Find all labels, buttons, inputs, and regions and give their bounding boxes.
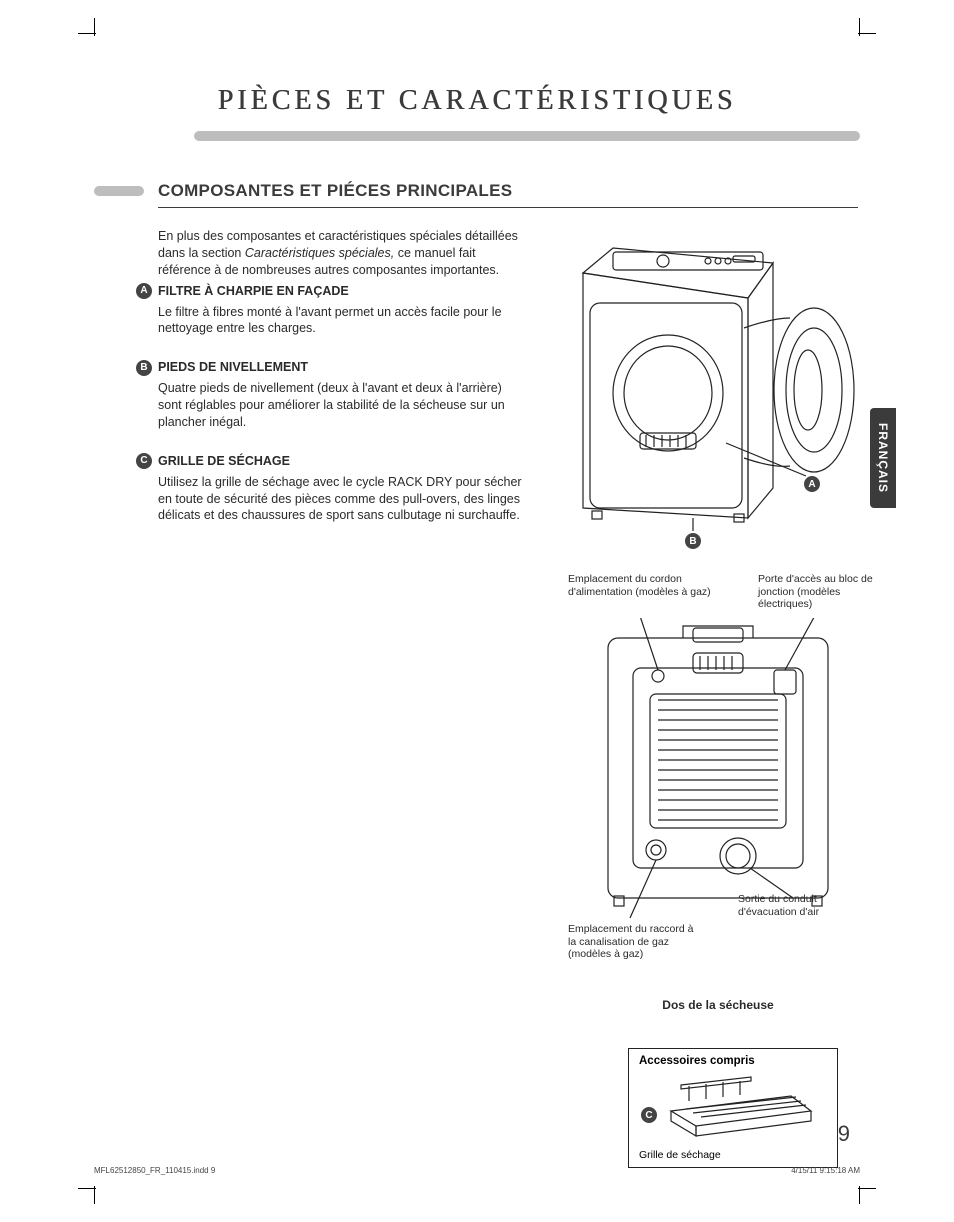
feature-c-body: Utilisez la grille de séchage avec le cy… <box>158 474 528 525</box>
page-title: PIÈCES ET CARACTÉRISTIQUES <box>94 85 860 117</box>
section-header: COMPOSANTES ET PIÉCES PRINCIPALES <box>94 181 860 201</box>
feature-b-body: Quatre pieds de nivellement (deux à l'av… <box>158 380 528 431</box>
crop-mark <box>859 18 860 36</box>
page-content: PIÈCES ET CARACTÉRISTIQUES COMPOSANTES E… <box>94 55 860 1167</box>
diagram-bullet-b: B <box>685 533 701 549</box>
title-bar-fill <box>194 131 860 141</box>
accessories-caption: Grille de séchage <box>639 1149 721 1161</box>
title-bar <box>94 131 860 141</box>
dryer-back-diagram <box>578 618 878 938</box>
page-number: 9 <box>838 1121 850 1147</box>
feature-a: A FILTRE À CHARPIE EN FAÇADE Le filtre à… <box>158 283 528 338</box>
content-columns: En plus des composantes et caractéristiq… <box>94 228 860 546</box>
bullet-b-icon: B <box>136 360 152 376</box>
feature-c: C GRILLE DE SÉCHAGE Utilisez la grille d… <box>158 453 528 525</box>
crop-mark <box>94 18 95 36</box>
bullet-a-icon: A <box>136 283 152 299</box>
crop-mark <box>94 1186 95 1204</box>
drying-rack-icon <box>651 1071 831 1141</box>
feature-a-head: A FILTRE À CHARPIE EN FAÇADE <box>136 283 528 300</box>
crop-mark <box>858 1188 876 1189</box>
section-title: COMPOSANTES ET PIÉCES PRINCIPALES <box>158 181 512 201</box>
intro-paragraph: En plus des composantes et caractéristiq… <box>158 228 528 279</box>
label-exhaust: Sortie du conduit d'évacuation d'air <box>738 893 878 918</box>
label-cord: Emplacement du cordon d'alimentation (mo… <box>568 573 728 598</box>
back-caption: Dos de la sécheuse <box>608 998 828 1012</box>
label-gas: Emplacement du raccord à la canalisation… <box>568 923 698 961</box>
footer-left: MFL62512850_FR_110415.indd 9 <box>94 1166 215 1175</box>
dryer-front-diagram <box>558 218 878 538</box>
right-column: A B Emplacement du cordon d'alimentation… <box>548 228 860 546</box>
accessories-box: Accessoires compris C Grill <box>628 1048 838 1168</box>
feature-b-title: PIEDS DE NIVELLEMENT <box>158 359 308 376</box>
feature-b: B PIEDS DE NIVELLEMENT Quatre pieds de n… <box>158 359 528 431</box>
feature-a-body: Le filtre à fibres monté à l'avant perme… <box>158 304 528 338</box>
feature-c-head: C GRILLE DE SÉCHAGE <box>136 453 528 470</box>
footer-right: 4/15/11 9:15:18 AM <box>791 1166 860 1175</box>
feature-a-title: FILTRE À CHARPIE EN FAÇADE <box>158 283 349 300</box>
feature-b-head: B PIEDS DE NIVELLEMENT <box>136 359 528 376</box>
crop-mark <box>859 1186 860 1204</box>
accessories-bullet-c: C <box>641 1107 657 1123</box>
left-column: En plus des composantes et caractéristiq… <box>158 228 528 546</box>
crop-mark <box>858 33 876 34</box>
feature-c-title: GRILLE DE SÉCHAGE <box>158 453 290 470</box>
section-underline <box>158 207 858 208</box>
bullet-c-icon: C <box>136 453 152 469</box>
diagram-bullet-a: A <box>804 476 820 492</box>
section-pill <box>94 186 144 196</box>
label-terminal: Porte d'accès au bloc de jonction (modèl… <box>758 573 878 611</box>
intro-emphasis: Caractéristiques spéciales, <box>245 246 394 260</box>
accessories-title: Accessoires compris <box>639 1055 827 1067</box>
language-tab: FRANÇAIS <box>870 408 896 508</box>
